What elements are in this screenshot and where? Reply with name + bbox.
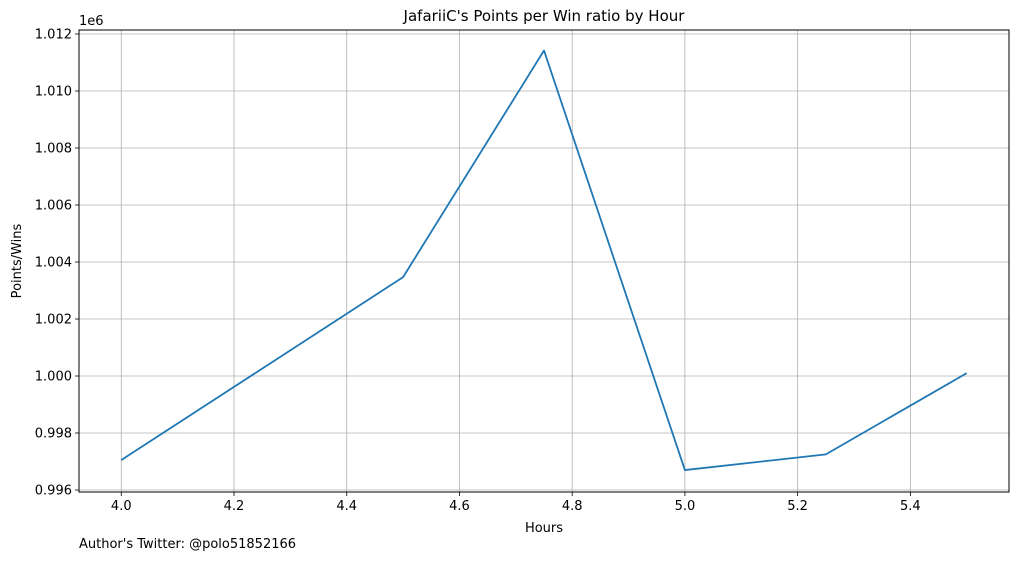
author-credit: Author's Twitter: @polo51852166	[79, 537, 297, 552]
y-tick-label: 0.998	[35, 427, 72, 442]
y-tick-label: 1.002	[35, 312, 72, 327]
y-tick-label: 1.010	[35, 84, 72, 99]
plot-frame	[78, 29, 1010, 493]
chart-title: JafariiC's Points per Win ratio by Hour	[403, 7, 686, 25]
y-tick-label: 1.006	[35, 198, 72, 213]
x-tick-label: 4.0	[111, 499, 132, 514]
x-tick-label: 4.4	[336, 499, 357, 514]
x-tick-label: 5.0	[675, 499, 696, 514]
x-axis-label: Hours	[525, 521, 563, 536]
y-tick-label: 0.996	[35, 484, 72, 499]
series-line	[120, 49, 968, 471]
series-layer	[120, 49, 968, 471]
x-tick-label: 5.2	[787, 499, 808, 514]
x-tick-label: 4.2	[224, 499, 245, 514]
x-tick-label: 4.6	[449, 499, 470, 514]
grid-lines	[79, 30, 1009, 492]
x-tick-label: 4.8	[562, 499, 583, 514]
y-axis-label: Points/Wins	[10, 223, 25, 298]
x-axis: 4.0 4.2 4.4 4.6 4.8 5.0 5.2 5.4	[111, 492, 921, 514]
y-tick-label: 1.008	[35, 141, 72, 156]
y-tick-label: 1.004	[35, 255, 72, 270]
y-axis-offset-label: 1e6	[79, 14, 104, 29]
y-tick-label: 1.012	[35, 27, 72, 42]
y-tick-label: 1.000	[35, 370, 72, 385]
y-axis: 0.996 0.998 1.000 1.002 1.004 1.006 1.008 1.010…	[35, 27, 79, 499]
x-tick-label: 5.4	[900, 499, 921, 514]
